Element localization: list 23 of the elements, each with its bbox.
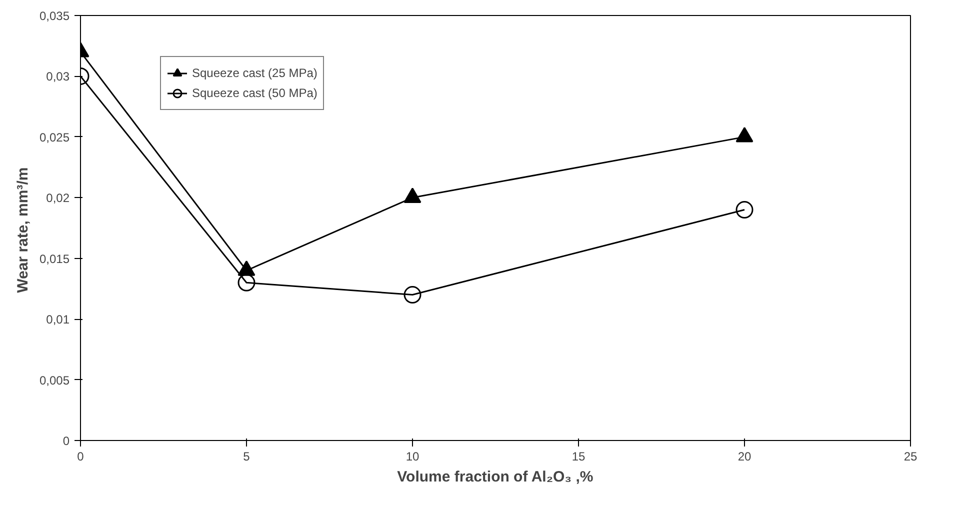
point <box>736 126 754 142</box>
x-tick-label: 5 <box>243 450 250 464</box>
point <box>404 286 422 304</box>
y-tick-label: 0,005 <box>39 373 70 388</box>
x-axis-title: Volume fraction of Al₂O₃ ,% <box>397 468 594 486</box>
point <box>404 188 422 204</box>
y-tick-label: 0,02 <box>46 191 70 206</box>
y-tick-label: 0,03 <box>46 70 70 84</box>
y-tick-label: 0,01 <box>46 312 70 327</box>
y-tick-label: 0,035 <box>39 9 70 23</box>
y-axis-title: Wear rate, mm³/m <box>14 167 32 293</box>
point <box>736 201 754 219</box>
legend-label: Squeeze cast (50 MPa) <box>192 86 318 100</box>
y-tick-label: 0 <box>62 434 70 448</box>
x-tick-label: 20 <box>738 450 752 464</box>
x-tick-label: 15 <box>572 450 586 464</box>
legend-label: Squeeze cast (25 MPa) <box>192 66 318 80</box>
x-tick-label: 0 <box>77 450 84 464</box>
x-tick-label: 25 <box>904 450 918 464</box>
x-tick-label: 10 <box>406 450 420 464</box>
y-tick-label: 0,015 <box>39 252 70 266</box>
point <box>238 274 256 292</box>
y-tick-label: 0,025 <box>39 130 70 144</box>
